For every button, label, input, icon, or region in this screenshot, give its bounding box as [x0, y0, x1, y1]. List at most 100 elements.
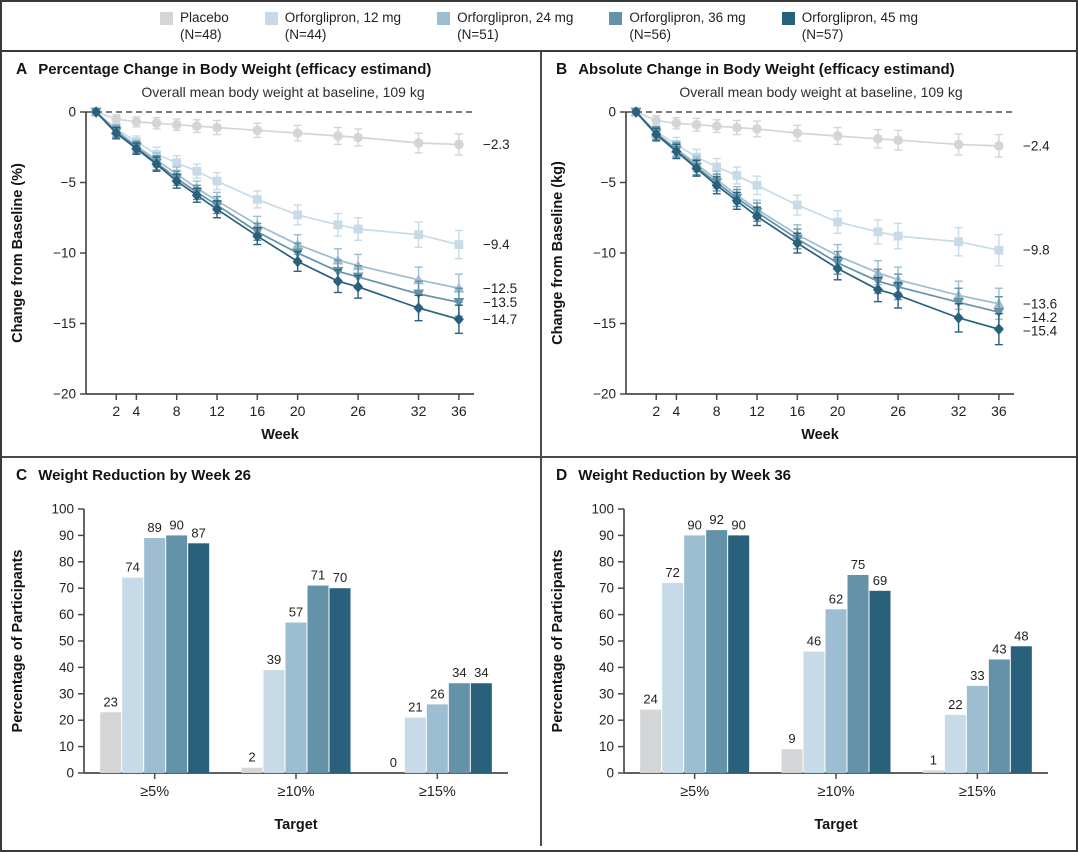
- svg-text:20: 20: [290, 403, 306, 419]
- svg-text:16: 16: [790, 403, 806, 419]
- bar-value-label: 1: [930, 752, 937, 767]
- panel-b-title: Absolute Change in Body Weight (efficacy…: [578, 61, 955, 78]
- svg-text:50: 50: [59, 634, 74, 649]
- bar: [728, 535, 750, 773]
- svg-text:26: 26: [350, 403, 366, 419]
- svg-text:Change from Baseline (%): Change from Baseline (%): [10, 163, 26, 343]
- bar-value-label: 26: [430, 686, 444, 701]
- panel-d-letter: D: [556, 467, 568, 484]
- legend-swatch-placebo: [159, 12, 173, 25]
- svg-text:≥10%: ≥10%: [818, 784, 855, 800]
- legend-item-12mg: Orforglipron, 12 mg (N=44): [264, 10, 401, 44]
- svg-text:−2.3: −2.3: [483, 137, 510, 152]
- bar: [188, 543, 210, 773]
- bar-value-label: 48: [1014, 628, 1028, 643]
- svg-text:30: 30: [59, 686, 74, 701]
- end-value-labels: −2.4 −9.8 −13.6−14.2−15.4: [1023, 138, 1058, 338]
- bar-value-label: 90: [169, 517, 183, 532]
- bar: [869, 590, 891, 773]
- panel-c-title: Weight Reduction by Week 26: [38, 467, 252, 484]
- bar: [241, 767, 263, 773]
- panel-b-line-chart: 0 −5 −10 −15 −20 2 4 8 12 16 20 26 32 36 Week Change fr…: [550, 105, 1058, 444]
- svg-text:12: 12: [749, 403, 765, 419]
- bar-value-label: 34: [474, 665, 488, 680]
- panel-c: C Weight Reduction by Week 26 0 10 20 30 40 50…: [2, 456, 540, 846]
- bar: [329, 588, 351, 773]
- legend-item-placebo: Placebo (N=48): [159, 10, 229, 44]
- series-orforglipron-36-mg: [90, 107, 465, 318]
- bar-value-label: 90: [687, 517, 701, 532]
- series-placebo: [631, 107, 1004, 158]
- svg-text:20: 20: [59, 713, 74, 728]
- svg-text:−15.4: −15.4: [1023, 323, 1058, 338]
- legend-n: (N=51): [457, 26, 499, 42]
- bar: [122, 577, 144, 773]
- bar-value-label: 33: [970, 668, 984, 683]
- bar-value-label: 70: [333, 570, 347, 585]
- svg-text:−10: −10: [593, 246, 616, 261]
- svg-text:36: 36: [991, 403, 1007, 419]
- panel-a: A Percentage Change in Body Weight (effic…: [2, 52, 540, 456]
- svg-text:Percentage of Participants: Percentage of Participants: [550, 550, 566, 733]
- panel-a-line-chart: 0 −5 −10 −15 −20 2 4 8 12 16 20 26 32 36 Week Change fr…: [10, 105, 517, 444]
- legend-n: (N=44): [284, 26, 327, 42]
- svg-text:12: 12: [209, 403, 225, 419]
- svg-text:Week: Week: [801, 427, 840, 443]
- svg-text:Target: Target: [814, 817, 857, 833]
- bar: [966, 685, 988, 773]
- svg-text:≥5%: ≥5%: [680, 784, 709, 800]
- bar-value-label: 21: [408, 700, 422, 715]
- legend-n: (N=56): [629, 26, 672, 42]
- svg-text:80: 80: [59, 554, 74, 569]
- bar: [847, 575, 869, 773]
- svg-text:Week: Week: [261, 427, 300, 443]
- svg-text:≥15%: ≥15%: [959, 784, 996, 800]
- series-orforglipron-12-mg: [91, 107, 464, 260]
- panel-b-letter: B: [556, 61, 568, 78]
- bar-value-label: 74: [125, 560, 139, 575]
- svg-text:≥15%: ≥15%: [419, 784, 456, 800]
- svg-text:100: 100: [591, 502, 614, 517]
- bar-value-label: 9: [788, 731, 795, 746]
- legend-item-24mg: Orforglipron, 24 mg (N=51): [437, 10, 573, 44]
- panel-d-title: Weight Reduction by Week 36: [578, 467, 792, 484]
- legend-swatch-36mg: [609, 12, 623, 25]
- panel-a-header: A Percentage Change in Body Weight (effic…: [2, 52, 540, 79]
- bar-value-label: 24: [643, 692, 657, 707]
- bar-value-label: 90: [731, 517, 745, 532]
- legend-swatch-12mg: [264, 12, 278, 25]
- bar-value-label: 43: [992, 641, 1006, 656]
- legend-swatch-24mg: [437, 12, 451, 25]
- svg-text:100: 100: [51, 502, 74, 517]
- bar: [307, 585, 329, 773]
- bar: [404, 717, 426, 773]
- bar-value-label: 39: [267, 652, 281, 667]
- svg-text:−13.6: −13.6: [1023, 296, 1057, 311]
- panel-a-letter: A: [16, 61, 28, 78]
- svg-text:20: 20: [830, 403, 846, 419]
- svg-text:4: 4: [672, 403, 680, 419]
- svg-text:−5: −5: [61, 175, 76, 190]
- bar-value-label: 57: [289, 605, 303, 620]
- bar-value-label: 89: [147, 520, 161, 535]
- svg-text:−15: −15: [53, 316, 76, 331]
- bar: [922, 770, 944, 773]
- svg-text:70: 70: [59, 581, 74, 596]
- bar-value-label: 87: [191, 525, 205, 540]
- end-value-labels: −2.3 −9.4 −12.5−13.5 −14.7: [483, 137, 517, 327]
- legend-item-45mg: Orforglipron, 45 mg (N=57): [781, 10, 918, 44]
- svg-text:10: 10: [59, 739, 74, 754]
- svg-text:2: 2: [112, 403, 120, 419]
- panel-d: D Weight Reduction by Week 36 0 10 20 30 40 50…: [540, 456, 1076, 846]
- svg-text:−12.5: −12.5: [483, 281, 517, 296]
- bar: [1010, 646, 1032, 773]
- svg-text:−9.4: −9.4: [483, 237, 510, 252]
- panel-c-header: C Weight Reduction by Week 26: [2, 458, 540, 485]
- svg-text:32: 32: [411, 403, 427, 419]
- bar: [100, 712, 122, 773]
- svg-text:Change from Baseline (kg): Change from Baseline (kg): [550, 161, 566, 345]
- svg-text:70: 70: [599, 581, 614, 596]
- svg-text:Percentage of Participants: Percentage of Participants: [10, 550, 26, 733]
